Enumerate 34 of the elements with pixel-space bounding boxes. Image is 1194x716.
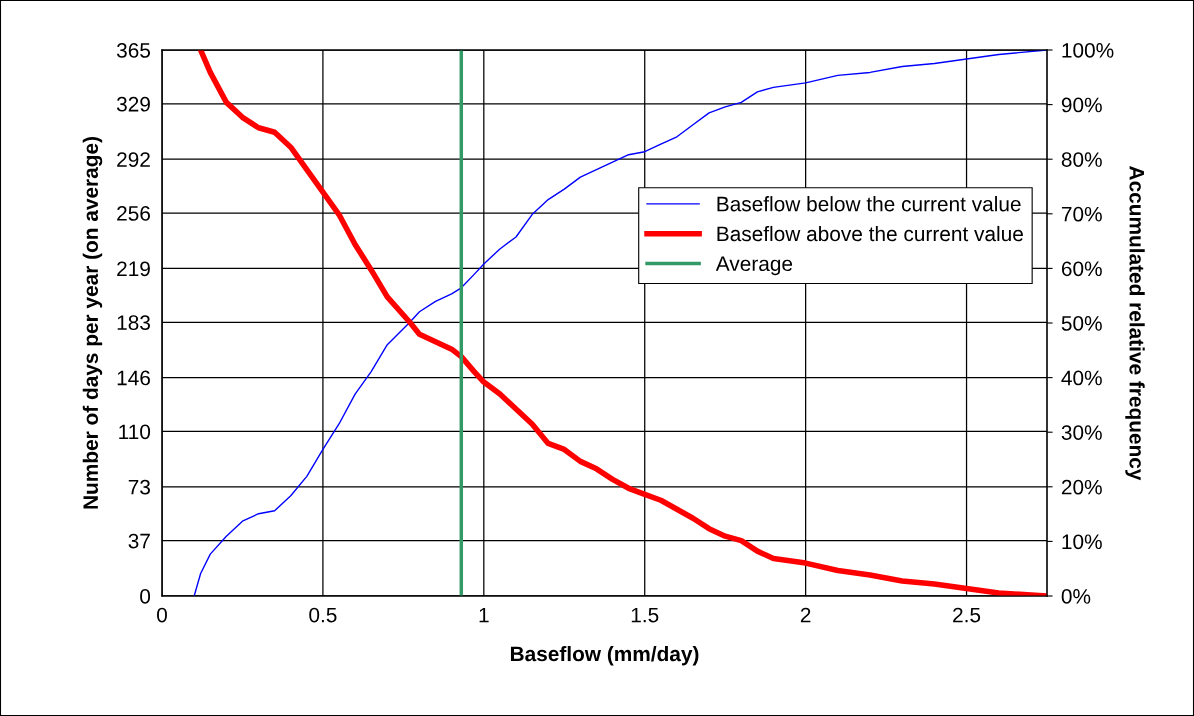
y-tick-label: 219	[117, 261, 150, 277]
y2-axis-title: Accumulated relative frequency	[1125, 166, 1145, 481]
y2-tick-label: 50%	[1061, 316, 1102, 331]
y2-tick-label: 0%	[1061, 589, 1091, 604]
y2-tick-label: 100%	[1062, 43, 1114, 58]
x-tick-label: 2	[800, 607, 811, 623]
y-tick-label: 329	[116, 96, 150, 112]
x-axis-title: Baseflow (mm/day)	[510, 645, 699, 666]
legend-label: Average	[715, 256, 793, 276]
legend-label: Baseflow below the current value	[717, 196, 1021, 212]
x-tick-label: 0	[157, 607, 167, 623]
y2-tick-label: 90%	[1061, 97, 1102, 113]
x-tick-label: 1	[479, 607, 489, 623]
y-tick-label: 146	[117, 370, 150, 386]
y-tick-label: 0	[140, 589, 151, 604]
legend-label: Baseflow above the current value	[717, 225, 1023, 242]
y2-tick-label: 70%	[1061, 206, 1102, 222]
y2-tick-label: 10%	[1062, 534, 1102, 550]
y-axis-title: Number of days per year (on average)	[82, 137, 103, 509]
y-tick-label: 183	[117, 315, 150, 331]
y-tick-label: 37	[128, 533, 150, 549]
y-tick-label: 110	[119, 424, 151, 440]
x-tick-label: 1.5	[631, 607, 659, 623]
x-tick-label: 0.5	[309, 607, 337, 623]
x-tick-label: 2.5	[953, 607, 981, 623]
y-tick-label: 365	[116, 43, 151, 58]
y2-tick-label: 60%	[1061, 261, 1102, 277]
y2-tick-label: 20%	[1061, 479, 1102, 495]
y-tick-label: 73	[128, 479, 150, 495]
y-tick-label: 292	[117, 152, 150, 167]
y2-tick-label: 30%	[1061, 425, 1102, 440]
y-tick-label: 256	[117, 206, 150, 221]
y2-tick-label: 80%	[1061, 152, 1102, 167]
y2-tick-label: 40%	[1061, 370, 1102, 386]
